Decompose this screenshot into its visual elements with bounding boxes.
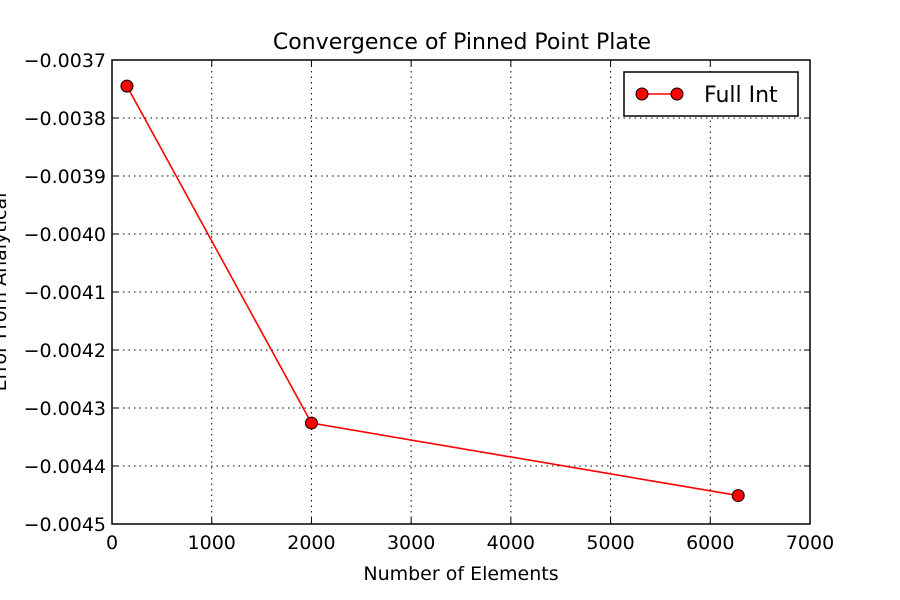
y-tick-label: −0.0040 — [24, 224, 106, 246]
y-tick-label: −0.0043 — [24, 398, 106, 420]
legend-marker — [670, 87, 684, 101]
x-tick-label: 3000 — [387, 532, 435, 554]
legend: Full Int — [623, 71, 799, 117]
series-layer — [120, 79, 745, 503]
data-point — [304, 416, 318, 430]
y-axis-label: Error From Analytical — [0, 193, 11, 392]
y-tick-label: −0.0045 — [24, 514, 106, 536]
plot-frame — [111, 59, 811, 525]
tick-labels: 0 1000 2000 3000 4000 5000 6000 7000 −0.0037 −0.0… — [24, 50, 835, 554]
legend-label: Full Int — [704, 83, 778, 108]
y-tick-label: −0.0044 — [24, 456, 106, 478]
legend-marker — [635, 87, 649, 101]
x-tick-label: 4000 — [487, 532, 535, 554]
y-tick-label: −0.0041 — [24, 282, 106, 304]
y-tick-label: −0.0038 — [24, 108, 106, 130]
y-tick-label: −0.0037 — [24, 50, 106, 72]
x-tick-label: 1000 — [188, 532, 236, 554]
x-tick-label: 6000 — [686, 532, 734, 554]
data-point — [731, 489, 745, 503]
x-tick-label: 2000 — [287, 532, 335, 554]
x-tick-label: 7000 — [786, 532, 834, 554]
data-point — [120, 79, 134, 93]
chart-title: Convergence of Pinned Point Plate — [273, 30, 651, 55]
y-tick-label: −0.0039 — [24, 166, 106, 188]
grid — [112, 60, 810, 524]
y-tick-label: −0.0042 — [24, 340, 106, 362]
x-tick-label: 5000 — [586, 532, 634, 554]
x-tick-label: 0 — [106, 532, 118, 554]
x-axis-label: Number of Elements — [363, 563, 558, 585]
